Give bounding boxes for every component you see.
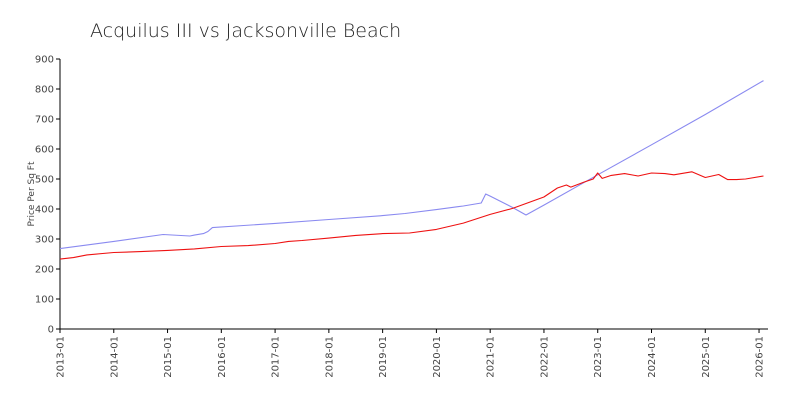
y-tick-label: 600	[35, 145, 54, 156]
y-tick-label: 800	[35, 85, 54, 96]
x-tick-label: 2026-01	[755, 336, 766, 378]
x-tick-label: 2019-01	[378, 336, 389, 378]
y-tick-label: 100	[35, 295, 54, 306]
y-tick-label: 900	[35, 55, 54, 66]
x-tick-label: 2018-01	[324, 336, 335, 378]
series-line-1	[59, 80, 764, 250]
y-tick-label: 200	[35, 265, 54, 276]
x-tick-label: 2025-01	[701, 336, 712, 378]
y-tick-label: 300	[35, 235, 54, 246]
x-tick-label: 2016-01	[217, 336, 228, 378]
x-tick-label: 2024-01	[647, 336, 658, 378]
y-tick-label: 700	[35, 115, 54, 126]
x-tick-label: 2014-01	[109, 336, 120, 378]
chart-title: Acquilus III vs Jacksonville Beach	[90, 20, 401, 42]
x-tick-label: 2015-01	[163, 336, 174, 378]
plot-area: 0 100 200 300 400 500 600 700 800 900 2013-01 2014-…	[35, 55, 768, 378]
x-tick-label: 2020-01	[432, 336, 443, 378]
y-tick-label: 0	[48, 325, 54, 336]
series-line-2	[59, 171, 764, 260]
y-tick-label: 500	[35, 175, 54, 186]
x-tick-label: 2023-01	[593, 336, 604, 378]
y-axis-label: Price Per Sq Ft	[27, 161, 37, 226]
x-tick-label: 2013-01	[56, 336, 67, 378]
y-tick-label: 400	[35, 205, 54, 216]
x-tick-label: 2021-01	[486, 336, 497, 378]
x-tick-label: 2017-01	[271, 336, 282, 378]
x-tick-label: 2022-01	[539, 336, 550, 378]
